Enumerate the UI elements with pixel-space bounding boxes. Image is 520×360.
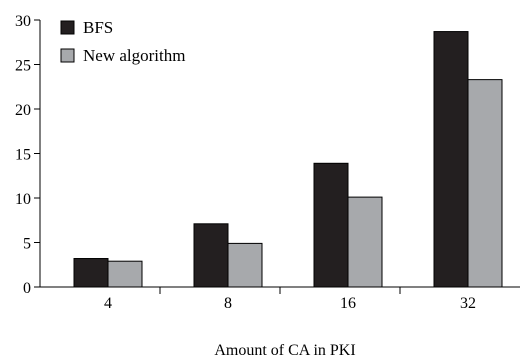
bar-new-algorithm: [227, 242, 263, 288]
y-tick-label: 5: [23, 236, 31, 253]
legend: BFS New algorithm: [60, 18, 185, 65]
legend-label-new-algorithm: New algorithm: [83, 46, 185, 65]
y-tick-label: 30: [15, 13, 31, 30]
x-tick-label: 32: [460, 295, 476, 312]
y-tick-label: 20: [15, 102, 31, 119]
y-tick-label: 15: [15, 147, 31, 164]
bar-new-algorithm: [347, 196, 383, 288]
legend-label-bfs: BFS: [83, 18, 113, 37]
bar-new-algorithm: [107, 260, 143, 288]
x-axis-title: Amount of CA in PKI: [214, 342, 355, 359]
legend-swatch-new-algorithm: [60, 48, 75, 63]
y-axis: 0 5 10 15 20 25 30: [15, 13, 41, 297]
bar-bfs: [313, 162, 349, 288]
x-tick-label: 8: [224, 295, 232, 312]
y-tick-label: 10: [15, 191, 31, 208]
x-axis: 4 8 16 32: [40, 286, 520, 312]
bars-group: [73, 31, 503, 288]
bar-bfs: [73, 258, 109, 288]
y-tick-label: 0: [23, 280, 31, 297]
y-tick-label: 25: [15, 58, 31, 75]
legend-swatch-bfs: [60, 20, 75, 35]
x-tick-label: 16: [340, 295, 356, 312]
bar-bfs: [193, 223, 229, 288]
bar-bfs: [433, 31, 469, 288]
bar-new-algorithm: [467, 79, 503, 288]
x-tick-label: 4: [104, 295, 112, 312]
